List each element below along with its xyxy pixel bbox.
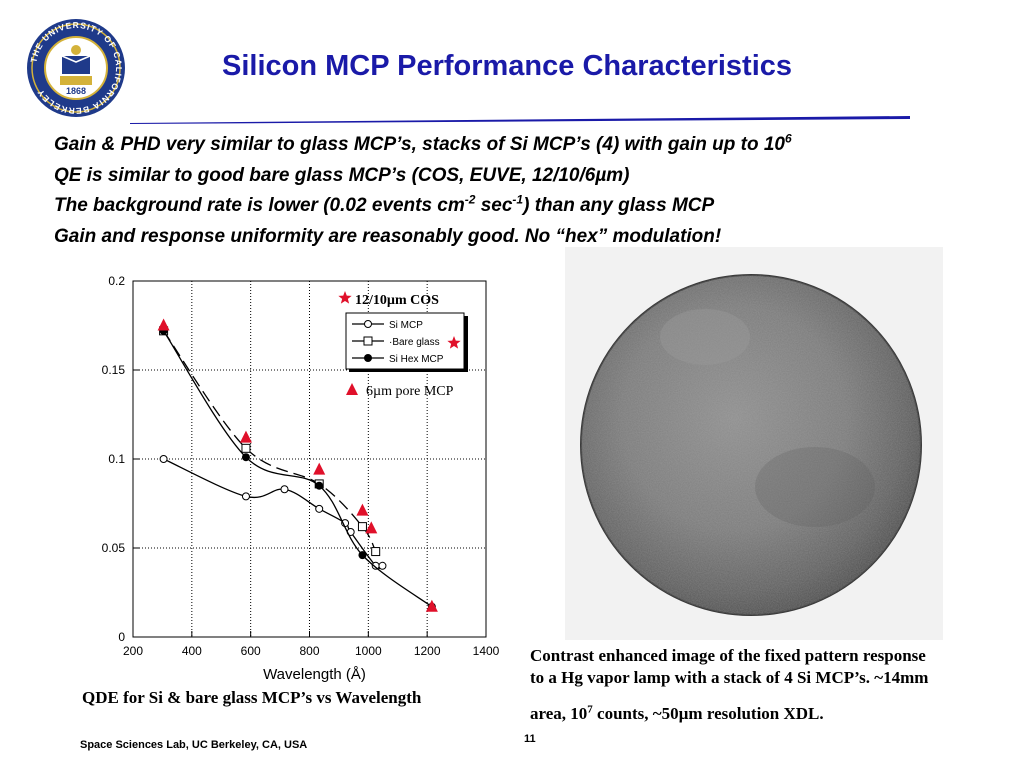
data-point (378, 561, 387, 570)
x-tick-label: 400 (182, 644, 202, 658)
x-tick-label: 600 (241, 644, 261, 658)
x-tick-label: 800 (299, 644, 319, 658)
legend-shadow (464, 316, 468, 372)
data-point (357, 522, 367, 532)
photo-caption-line2: to a Hg vapor lamp with a stack of 4 Si … (530, 668, 929, 687)
x-tick-label: 1000 (355, 644, 382, 658)
data-point (157, 318, 170, 331)
page-title: Silicon MCP Performance Characteristics (222, 50, 793, 82)
data-point (315, 481, 324, 490)
data-point (371, 547, 381, 557)
fixed-pattern-image (565, 247, 943, 640)
legend-marker (363, 336, 373, 346)
series-0 (159, 455, 387, 570)
footer-affiliation: Space Sciences Lab, UC Berkeley, CA, USA (80, 739, 308, 751)
legend-label: Si Hex MCP (389, 354, 444, 365)
photo-caption-line3: area, 107 counts, ~50µm resolution XDL. (530, 703, 824, 723)
data-point (356, 503, 369, 516)
series-line (163, 330, 433, 608)
legend-label: ·Bare glass (389, 337, 440, 348)
data-point (239, 430, 252, 443)
data-point (159, 455, 168, 463)
data-point (241, 443, 251, 453)
x-tick-label: 200 (123, 644, 143, 658)
y-tick-label: 0.1 (108, 452, 125, 466)
y-tick-label: 0.2 (108, 274, 125, 288)
bullet-list: Gain & PHD very similar to glass MCP’s, … (54, 130, 792, 252)
legend-star (338, 291, 352, 304)
legend-label: Si MCP (389, 320, 423, 331)
bullet-background: The background rate is lower (0.02 event… (54, 192, 715, 216)
x-tick-label: 1200 (414, 644, 441, 658)
photo-caption-line1: Contrast enhanced image of the fixed pat… (530, 646, 926, 665)
seal-year: 1868 (66, 86, 86, 96)
legend: Si MCP ·Bare glass Si Hex MCP 12/10µm COS 6µ… (338, 291, 468, 399)
data-point (313, 462, 326, 475)
series-4 (157, 318, 438, 612)
photo-caption: Contrast enhanced image of the fixed pat… (530, 645, 1010, 725)
legend-extra: 6µm pore MCP (366, 384, 454, 399)
y-tick-label: 0 (118, 630, 125, 644)
chart-caption: QDE for Si & bare glass MCP’s vs Wavelen… (82, 688, 422, 707)
bullet-gain: Gain & PHD very similar to glass MCP’s, … (54, 131, 792, 155)
legend-marker (364, 354, 372, 362)
series-line (163, 458, 383, 569)
legend-star (447, 336, 461, 349)
x-tick-label: 1400 (473, 644, 500, 658)
x-axis-label: Wavelength (Å) (263, 666, 366, 683)
data-point (241, 492, 250, 501)
legend-title: 12/10µm COS (355, 293, 439, 308)
data-point (365, 521, 378, 534)
legend-marker (364, 320, 372, 328)
data-point (315, 504, 324, 513)
bullet-qe: QE is similar to good bare glass MCP’s (… (54, 164, 630, 186)
uc-seal-logo: 1868 THE UNIVERSITY OF CALIFORNIA BERKEL… (27, 19, 125, 117)
legend-triangle (346, 383, 358, 395)
data-point (241, 453, 250, 462)
legend-shadow (349, 369, 468, 372)
bullet-uniformity: Gain and response uniformity are reasona… (54, 225, 722, 247)
y-tick-label: 0.15 (102, 363, 126, 377)
page-number: 11 (524, 733, 536, 745)
y-tick-label: 0.05 (102, 541, 126, 555)
data-point (425, 599, 438, 612)
data-point (358, 551, 367, 560)
series-line (163, 330, 377, 552)
data-point (280, 485, 289, 494)
title-underline (130, 116, 910, 124)
